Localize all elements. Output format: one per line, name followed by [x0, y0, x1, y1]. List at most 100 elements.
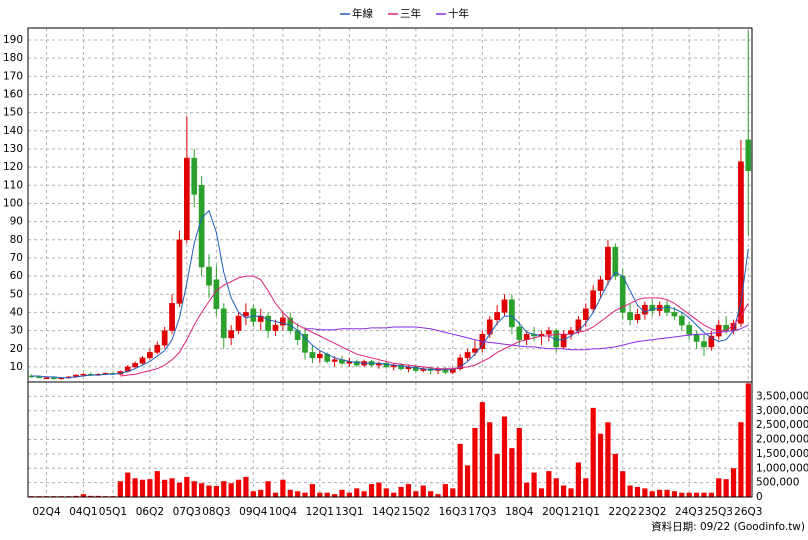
- candle-body: [634, 314, 641, 320]
- y-tick-label: 130: [3, 143, 23, 155]
- volume-bar: [162, 479, 168, 497]
- volume-bar: [250, 491, 256, 497]
- x-tick-label: 26Q3: [734, 506, 762, 518]
- candle-body: [280, 317, 286, 326]
- volume-bar: [487, 422, 493, 497]
- legend-label: 年線: [352, 7, 373, 20]
- volume-bar: [745, 383, 751, 497]
- volume-tick-label: 2,000,000: [756, 434, 808, 446]
- volume-bar: [346, 492, 352, 497]
- volume-bar: [191, 481, 197, 497]
- volume-bar: [184, 476, 190, 497]
- volume-bar: [383, 488, 389, 497]
- y-tick-label: 160: [3, 88, 23, 100]
- x-tick-label: 15Q2: [402, 506, 430, 518]
- y-tick-label: 30: [10, 325, 23, 337]
- x-tick-label: 20Q1: [542, 506, 570, 518]
- volume-bar: [649, 491, 655, 497]
- volume-bar: [516, 428, 522, 497]
- volume-bar: [553, 478, 559, 497]
- volume-bar: [442, 484, 449, 497]
- y-tick-label: 90: [10, 216, 23, 228]
- volume-bar: [620, 471, 626, 497]
- x-tick-label: 25Q3: [705, 506, 733, 518]
- volume-bar: [405, 484, 412, 497]
- candle-body: [139, 357, 146, 364]
- candle-body: [686, 324, 693, 335]
- volume-bar: [627, 485, 633, 497]
- volume-tick-label: 1,500,000: [756, 448, 808, 460]
- y-tick-label: 140: [3, 125, 23, 137]
- volume-bar: [169, 478, 175, 497]
- volume-bar: [280, 479, 286, 497]
- volume-bar: [154, 471, 160, 497]
- candle-body: [183, 157, 190, 241]
- candle-body: [302, 333, 308, 353]
- x-tick-label: 13Q1: [335, 506, 363, 518]
- volume-tick-label: 3,000,000: [756, 405, 808, 417]
- volume-bar: [664, 489, 670, 497]
- candle-body: [383, 363, 390, 368]
- candle-body: [316, 353, 323, 359]
- candle-body: [353, 361, 360, 366]
- volume-bar: [258, 489, 264, 497]
- candle-body: [272, 324, 279, 331]
- candle-body: [464, 352, 471, 359]
- volume-bar: [716, 478, 722, 497]
- volume-bar: [693, 492, 700, 497]
- candle-body: [176, 239, 183, 304]
- volume-bar: [398, 486, 404, 497]
- volume-bar: [413, 491, 419, 497]
- volume-bar: [391, 492, 397, 497]
- y-tick-label: 100: [3, 197, 23, 209]
- volume-bar: [221, 481, 227, 497]
- volume-bar: [657, 489, 663, 497]
- volume-bar: [509, 448, 515, 497]
- candle-body: [80, 373, 87, 376]
- volume-bar: [575, 462, 581, 497]
- volume-bar: [546, 471, 552, 497]
- volume-bar: [272, 492, 279, 497]
- candle-body: [457, 357, 464, 369]
- candle-body: [560, 333, 567, 348]
- x-tick-label: 24Q3: [675, 506, 703, 518]
- volume-bar: [73, 495, 79, 497]
- volume-bar: [317, 492, 323, 497]
- volume-bar: [708, 492, 714, 497]
- y-tick-label: 20: [10, 343, 23, 355]
- candle-body: [309, 352, 316, 359]
- candle-body: [649, 304, 656, 311]
- candle-body: [701, 341, 707, 348]
- candle-body: [28, 375, 35, 378]
- source-note: 資料日期: 09/22 (Goodinfo.tw): [651, 520, 805, 533]
- volume-bar: [501, 416, 508, 497]
- x-tick-label: 02Q4: [32, 506, 61, 518]
- y-tick-label: 150: [3, 107, 23, 119]
- volume-bar: [139, 479, 146, 497]
- volume-bar: [339, 489, 345, 497]
- y-tick-label: 10: [10, 361, 23, 373]
- volume-bar: [361, 491, 367, 497]
- volume-bar: [605, 422, 611, 497]
- candle-body: [250, 308, 257, 322]
- volume-bar: [634, 486, 641, 497]
- y-tick-label: 80: [10, 234, 23, 246]
- candle-body: [243, 312, 249, 317]
- volume-bar: [95, 495, 101, 497]
- y-tick-label: 110: [3, 179, 23, 191]
- volume-bar: [679, 492, 685, 497]
- legend-label: 三年: [400, 7, 421, 20]
- candle-body: [582, 308, 589, 320]
- candle-body: [494, 312, 500, 320]
- candle-body: [612, 246, 619, 277]
- volume-bar: [176, 482, 183, 497]
- volume-bar: [568, 488, 574, 497]
- volume-bar: [368, 484, 375, 497]
- x-tick-label: 10Q4: [269, 506, 298, 518]
- candle-body: [235, 315, 242, 331]
- volume-bar: [265, 481, 271, 497]
- x-tick-label: 06Q2: [136, 506, 164, 518]
- candle-body: [161, 330, 168, 346]
- volume-bar: [524, 482, 530, 497]
- volume-bar: [206, 485, 212, 497]
